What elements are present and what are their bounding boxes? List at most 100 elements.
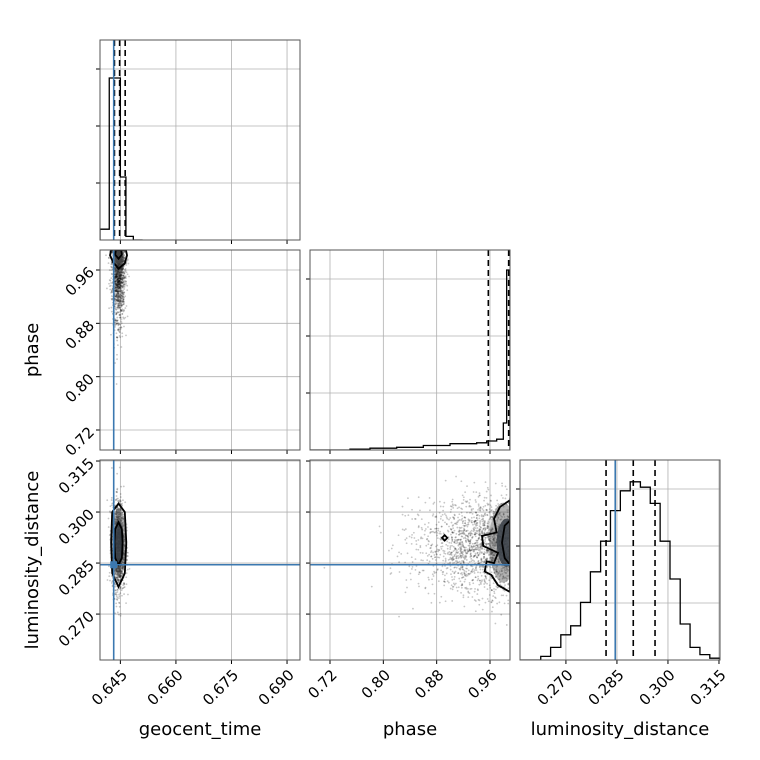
sample-point [119, 288, 122, 290]
sample-point [483, 542, 486, 545]
sample-point [122, 300, 125, 303]
sample-point [439, 538, 442, 541]
sample-point [458, 560, 461, 563]
sample-point [119, 285, 121, 288]
sample-point [115, 515, 117, 518]
sample-point [118, 274, 121, 276]
sample-point [118, 294, 120, 297]
truth-marker [110, 240, 117, 247]
sample-point [429, 547, 432, 549]
sample-point [119, 304, 122, 307]
sample-point [123, 544, 126, 547]
sample-point [123, 551, 125, 554]
sample-point [115, 308, 117, 311]
sample-point [490, 589, 493, 592]
sample-point [123, 273, 126, 275]
sample-point [483, 551, 486, 553]
sample-point [453, 562, 456, 564]
sample-point [469, 505, 472, 508]
sample-point [462, 576, 465, 578]
sample-point [109, 505, 112, 508]
sample-point [484, 536, 487, 539]
sample-point [469, 541, 472, 544]
sample-point [108, 279, 111, 281]
sample-point [124, 280, 127, 283]
sample-point [410, 568, 413, 570]
sample-point [474, 533, 476, 536]
sample-point [489, 552, 492, 554]
sample-point [111, 298, 114, 301]
sample-point [462, 496, 465, 499]
sample-point [501, 516, 504, 518]
sample-point [114, 572, 117, 575]
sample-point [116, 284, 118, 286]
sample-point [453, 575, 456, 578]
sample-point [119, 592, 122, 595]
sample-point [461, 535, 464, 538]
sample-point [118, 295, 121, 297]
sample-point [414, 568, 417, 571]
sample-point [442, 549, 445, 552]
sample-point [114, 307, 117, 310]
sample-point [473, 542, 476, 545]
sample-point [119, 283, 121, 286]
sample-point [505, 488, 508, 491]
sample-point [118, 276, 121, 279]
sample-point [121, 570, 123, 573]
sample-point [464, 537, 467, 540]
sample-point [473, 550, 476, 553]
sample-point [476, 542, 479, 544]
sample-point [121, 277, 124, 280]
sample-point [487, 539, 490, 542]
sample-point [119, 277, 122, 280]
sample-point [116, 284, 118, 287]
sample-point [111, 467, 113, 469]
sample-point [115, 511, 118, 514]
sample-point [483, 524, 486, 527]
sample-point [120, 485, 123, 488]
sample-point [446, 529, 449, 532]
sample-point [486, 557, 489, 560]
sample-point [117, 302, 120, 305]
sample-point [482, 519, 485, 522]
sample-point [121, 285, 123, 288]
sample-point [417, 496, 420, 499]
sample-point [117, 274, 119, 277]
sample-point [116, 307, 119, 310]
sample-point [491, 516, 494, 518]
sample-point [505, 503, 508, 506]
sample-point [119, 286, 122, 289]
sample-point [438, 549, 441, 552]
sample-point [119, 575, 122, 577]
sample-point [460, 548, 463, 551]
sample-point [116, 283, 119, 286]
sample-point [118, 279, 121, 282]
sample-point [117, 285, 119, 288]
sample-point [470, 565, 473, 568]
sample-point [119, 328, 122, 331]
sample-point [119, 586, 122, 588]
sample-point [117, 579, 120, 582]
sample-point [477, 554, 480, 556]
sample-point [451, 503, 454, 506]
sample-point [452, 545, 455, 548]
sample-point [475, 544, 478, 547]
sample-point [503, 581, 506, 584]
sample-point [117, 279, 120, 282]
sample-point [117, 328, 120, 331]
sample-point [490, 509, 493, 512]
sample-point [117, 284, 120, 286]
sample-point [488, 508, 491, 511]
sample-point [437, 527, 440, 530]
sample-point [118, 286, 121, 289]
sample-point [482, 557, 485, 560]
sample-point [455, 521, 458, 524]
sample-point [110, 272, 113, 275]
sample-point [454, 547, 457, 550]
sample-point [120, 304, 123, 307]
sample-point [114, 287, 117, 289]
sample-point [477, 571, 479, 574]
sample-point [119, 569, 122, 572]
sample-point [116, 289, 119, 291]
sample-point [403, 529, 406, 532]
